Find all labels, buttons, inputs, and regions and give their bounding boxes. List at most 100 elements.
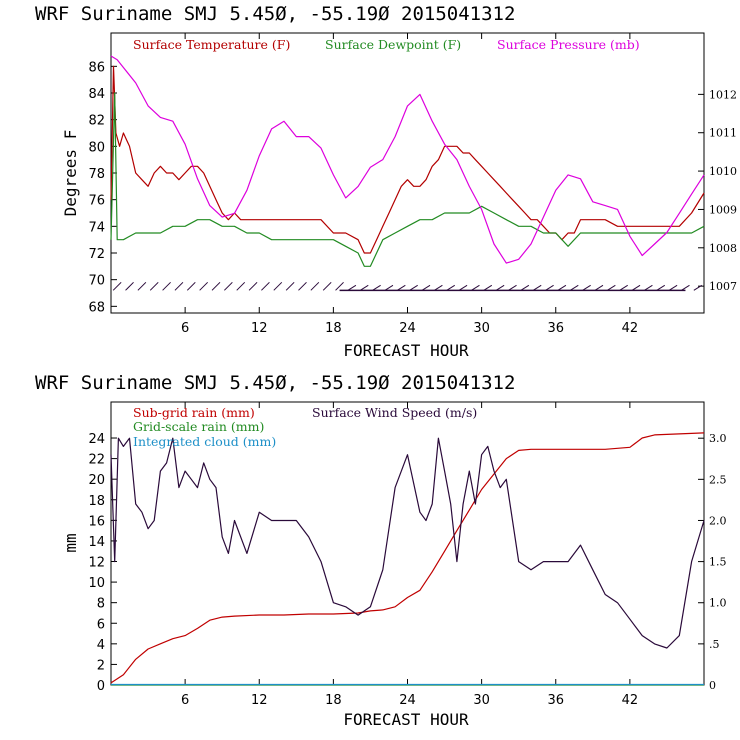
x-tick-label: 12 xyxy=(251,321,268,336)
wind-barb xyxy=(298,281,307,291)
y-tick-label: 14 xyxy=(88,535,105,550)
wind-speed-line xyxy=(110,437,705,649)
y-tick-label: 6 xyxy=(97,617,105,632)
wind-barb xyxy=(125,281,134,291)
x-tick-label: 18 xyxy=(325,321,342,336)
wind-barb xyxy=(347,284,357,291)
wind-barb xyxy=(397,284,406,291)
wind-barb xyxy=(656,284,666,291)
wind-barb xyxy=(335,281,344,291)
y-tick-label: 80 xyxy=(88,140,105,155)
y-axis-label: mm xyxy=(61,533,80,552)
wind-barb xyxy=(557,284,567,291)
wind-barb xyxy=(520,284,530,291)
legend-pressure: Surface Pressure (mb) xyxy=(497,37,640,52)
x-tick-label: 18 xyxy=(325,693,342,708)
x-tick-label: 30 xyxy=(473,321,490,336)
x-tick-label: 24 xyxy=(399,693,416,708)
plot-frame xyxy=(110,32,705,314)
wind-barb xyxy=(619,284,628,291)
wind-barb xyxy=(607,284,616,291)
y2-tick-label: 1.5 xyxy=(709,556,727,569)
y2-tick-label: 0 xyxy=(709,679,716,692)
temperature-chart: WRF Suriname SMJ 5.45Ø, -55.19Ø 20150413… xyxy=(35,3,737,360)
wind-barb xyxy=(495,284,505,291)
y2-tick-label: 1012 xyxy=(709,88,737,101)
wind-barb xyxy=(532,284,542,291)
wind-barb xyxy=(261,281,270,291)
x-tick-label: 36 xyxy=(547,693,564,708)
wind-barb xyxy=(545,284,554,291)
wind-barb xyxy=(149,281,159,291)
y-tick-label: 16 xyxy=(88,514,105,529)
y-tick-label: 68 xyxy=(88,300,105,315)
wind-barb xyxy=(285,281,295,291)
x-tick-label: 36 xyxy=(547,321,564,336)
chart-title: WRF Suriname SMJ 5.45Ø, -55.19Ø 20150413… xyxy=(35,372,515,394)
wind-barb xyxy=(681,284,690,291)
y-tick-label: 18 xyxy=(88,494,105,509)
y-tick-label: 86 xyxy=(88,60,105,75)
legend-subgrid-rain: Sub-grid rain (mm) xyxy=(133,405,255,420)
y2-tick-label: 1009 xyxy=(709,203,737,216)
wind-barb xyxy=(434,284,443,291)
wind-barb xyxy=(421,284,431,291)
y-tick-label: 82 xyxy=(88,114,105,129)
y-tick-label: 70 xyxy=(88,274,105,289)
wind-barb xyxy=(471,284,480,291)
y-tick-label: 2 xyxy=(97,658,105,673)
x-tick-label: 24 xyxy=(399,321,416,336)
y2-tick-label: 1.0 xyxy=(709,597,727,610)
y-tick-label: 76 xyxy=(88,194,105,209)
dewpoint-line xyxy=(110,92,705,267)
wind-barb xyxy=(582,284,591,291)
y-tick-label: 84 xyxy=(88,87,105,102)
rain-wind-chart: WRF Suriname SMJ 5.45Ø, -55.19Ø 20150413… xyxy=(35,372,727,729)
temperature-line xyxy=(110,65,705,254)
y-tick-label: 74 xyxy=(88,220,105,235)
wind-barb xyxy=(211,281,221,291)
wind-barb xyxy=(186,281,196,291)
wind-barb xyxy=(236,281,246,291)
legend-gridscale-rain: Grid-scale rain (mm) xyxy=(133,419,264,434)
wind-barb xyxy=(508,284,517,291)
wind-barb xyxy=(162,281,171,291)
wind-barb xyxy=(409,284,418,291)
y-tick-label: 12 xyxy=(88,556,105,571)
wind-barbs xyxy=(112,281,703,292)
x-axis-label: FORECAST HOUR xyxy=(343,710,469,729)
y2-tick-label: 1010 xyxy=(709,165,737,178)
legend-wind-speed: Surface Wind Speed (m/s) xyxy=(312,405,477,420)
y-axis-label: Degrees F xyxy=(61,130,80,217)
y2-tick-label: .5 xyxy=(709,638,720,651)
wind-barb xyxy=(644,284,653,291)
wind-barb xyxy=(594,284,604,291)
wind-barb xyxy=(483,284,493,291)
wind-barb xyxy=(310,281,320,291)
chart-title: WRF Suriname SMJ 5.45Ø, -55.19Ø 20150413… xyxy=(35,3,515,25)
y2-tick-label: 2.0 xyxy=(709,514,727,527)
x-tick-label: 6 xyxy=(181,321,189,336)
x-tick-label: 42 xyxy=(622,321,639,336)
y2-tick-label: 2.5 xyxy=(709,473,727,486)
y-tick-label: 4 xyxy=(97,638,105,653)
wind-barb xyxy=(359,284,369,291)
subgrid-rain-line xyxy=(110,432,705,684)
wind-barb xyxy=(137,281,147,291)
legend-dewpoint: Surface Dewpoint (F) xyxy=(325,37,461,52)
y2-tick-label: 3.0 xyxy=(709,432,727,445)
y-tick-label: 8 xyxy=(97,597,105,612)
wind-barb xyxy=(322,281,332,291)
y-tick-label: 72 xyxy=(88,247,105,262)
wind-barb xyxy=(631,284,641,291)
x-tick-label: 42 xyxy=(622,693,639,708)
y-tick-label: 22 xyxy=(88,453,105,468)
wind-barb xyxy=(174,281,184,291)
wind-barb xyxy=(112,281,122,291)
wind-barb xyxy=(199,281,209,291)
y2-tick-label: 1008 xyxy=(709,242,737,255)
y-tick-label: 10 xyxy=(88,576,105,591)
wind-barb xyxy=(458,284,468,291)
wind-barb xyxy=(668,284,678,291)
